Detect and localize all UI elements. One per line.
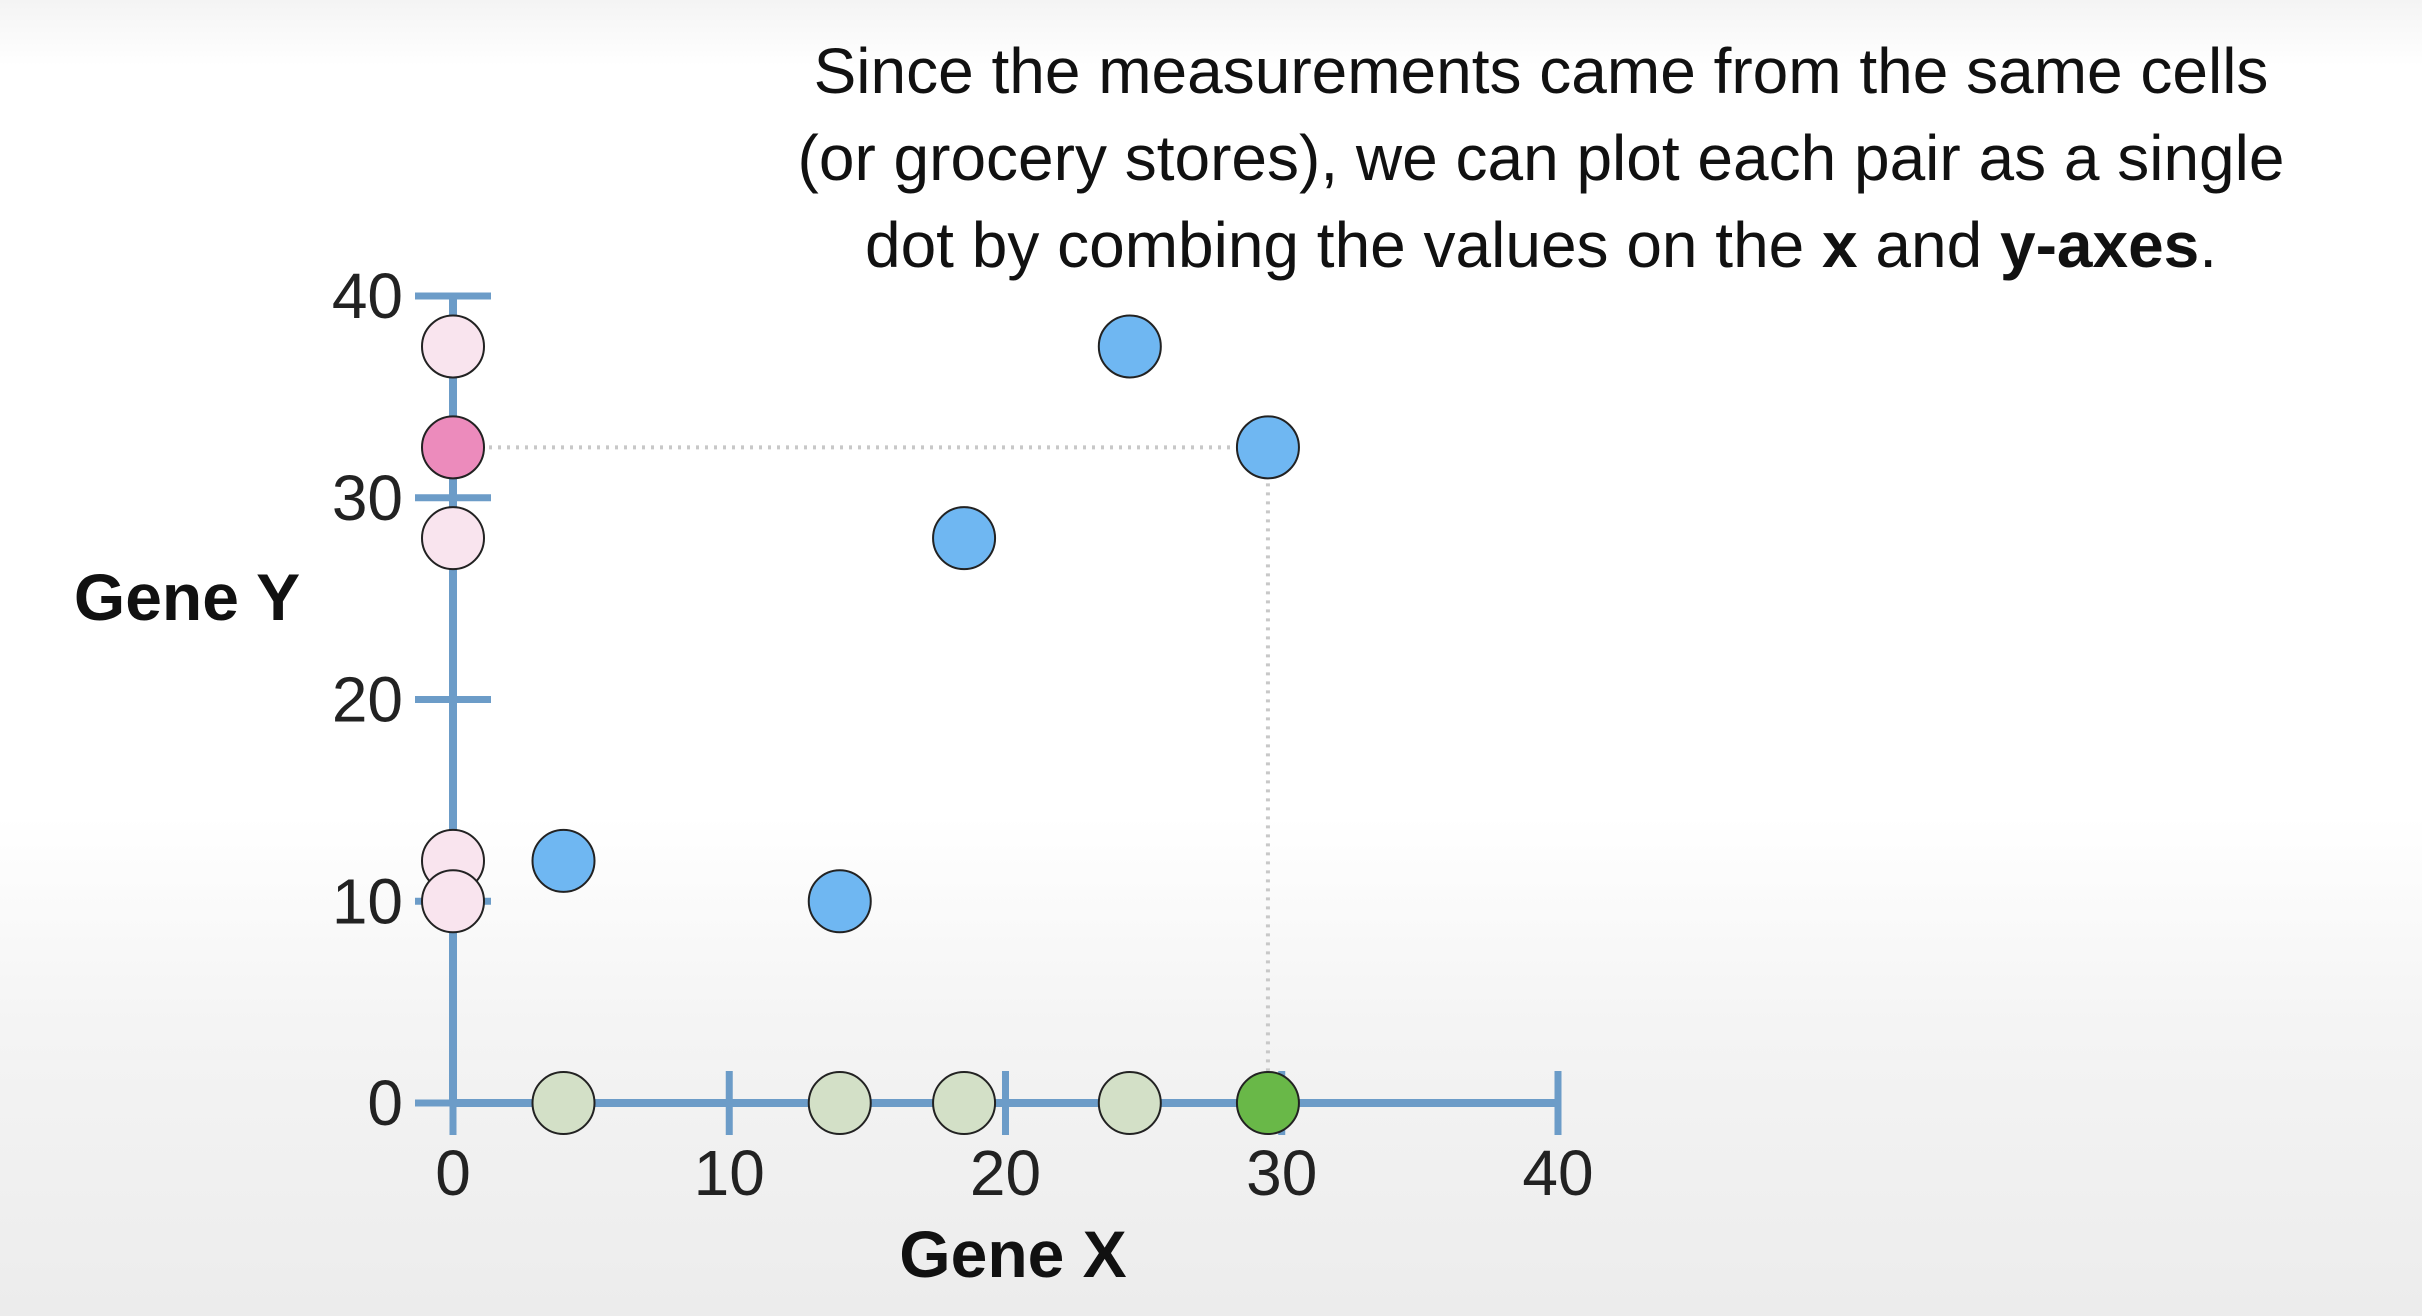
- x-projection-dot: [1235, 1071, 1300, 1135]
- x-tick-label-10: 10: [694, 1137, 765, 1209]
- x-axis-ticks: 0 10 20 30 40: [435, 1071, 1594, 1209]
- y-tick-label-30: 30: [332, 462, 403, 534]
- y-projection-dot: [421, 314, 485, 379]
- caption-line-3-and: and: [1857, 209, 2000, 281]
- caption-line-2: (or grocery stores), we can plot each pa…: [797, 122, 2285, 194]
- scatter-point: [932, 506, 997, 571]
- x-tick-label-0: 0: [435, 1137, 471, 1209]
- caption-y-axes-term: y-axes: [1999, 209, 2200, 281]
- caption-line-3-start: dot by combing the values on the: [864, 209, 1823, 281]
- y-projection-dot: [421, 415, 485, 480]
- y-projection-dots: [421, 314, 485, 934]
- y-tick-label-40: 40: [332, 260, 403, 332]
- scatter-point: [807, 869, 872, 934]
- caption-line-3: dot by combing the values on the x and y…: [680, 202, 2402, 289]
- y-tick-label-20: 20: [332, 664, 403, 736]
- caption: Since the measurements came from the sam…: [680, 28, 2402, 289]
- x-axis-title: Gene X: [899, 1217, 1126, 1291]
- x-tick-label-20: 20: [970, 1137, 1041, 1209]
- chart-axes: [449, 296, 1558, 1107]
- x-projection-dot: [807, 1071, 872, 1135]
- y-tick-label-0: 0: [367, 1067, 403, 1139]
- y-projection-dot: [421, 506, 485, 571]
- x-projection-dot: [1097, 1071, 1162, 1135]
- caption-line-1: Since the measurements came from the sam…: [813, 35, 2269, 107]
- caption-x-axis-term: x: [1822, 209, 1858, 281]
- y-tick-label-10: 10: [332, 865, 403, 937]
- x-tick-label-30: 30: [1246, 1137, 1317, 1209]
- y-axis-ticks: 0 10 20 30 40: [332, 260, 491, 1139]
- y-axis-title: Gene Y: [74, 560, 300, 634]
- x-tick-label-40: 40: [1522, 1137, 1593, 1209]
- scatter-point: [1235, 415, 1300, 480]
- scatter-point: [531, 828, 596, 893]
- data-points: [531, 314, 1300, 934]
- x-projection-dot: [531, 1071, 596, 1135]
- x-projection-dot: [932, 1071, 997, 1135]
- x-projection-dots: [531, 1071, 1300, 1135]
- y-projection-dot: [421, 869, 485, 934]
- scatter-point: [1097, 314, 1162, 379]
- projection-guides: [453, 445, 1270, 1103]
- caption-line-3-end: .: [2199, 209, 2218, 281]
